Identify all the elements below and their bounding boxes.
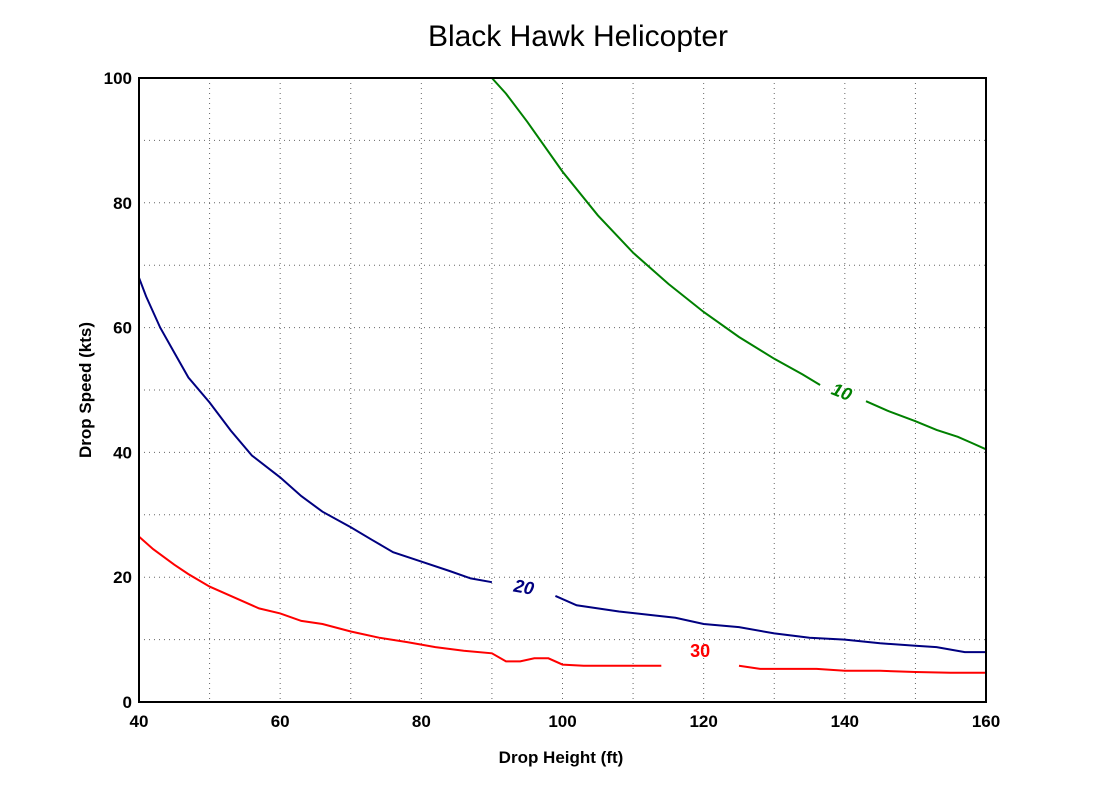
y-axis-label: Drop Speed (kts) — [76, 322, 95, 458]
x-tick-label: 120 — [689, 712, 717, 731]
x-tick-label: 140 — [831, 712, 859, 731]
grid — [139, 78, 986, 702]
contour-label-20: 20 — [511, 575, 535, 598]
plot-frame — [138, 77, 987, 703]
series-line-10 — [865, 400, 987, 451]
y-tick-label: 0 — [123, 693, 132, 712]
y-tick-label: 60 — [113, 319, 132, 338]
series-30: 30 — [138, 535, 986, 674]
series-20: 20 — [138, 277, 986, 654]
x-tick-label: 160 — [972, 712, 1000, 731]
y-tick-label: 20 — [113, 568, 132, 587]
series-line-10 — [491, 77, 821, 386]
x-tick-label: 80 — [412, 712, 431, 731]
series-layer: 10 20 30 — [138, 77, 987, 674]
series-line-20 — [138, 277, 493, 584]
contour-label-30: 30 — [690, 641, 710, 661]
series-line-30 — [738, 664, 986, 674]
y-tick-label: 40 — [113, 443, 132, 462]
x-tick-label: 40 — [130, 712, 149, 731]
x-axis-label: Drop Height (ft) — [499, 748, 624, 767]
series-line-20 — [554, 594, 986, 654]
contour-label-10: 10 — [829, 379, 855, 405]
series-10: 10 — [491, 77, 987, 451]
tick-labels: 40 60 80 100 120 140 160 0 20 40 60 80 100 — [104, 69, 1001, 731]
y-tick-label: 80 — [113, 194, 132, 213]
x-tick-label: 100 — [548, 712, 576, 731]
chart-title: Black Hawk Helicopter — [428, 20, 728, 53]
x-tick-label: 60 — [271, 712, 290, 731]
y-tick-label: 100 — [104, 69, 132, 88]
series-line-30 — [138, 535, 662, 667]
